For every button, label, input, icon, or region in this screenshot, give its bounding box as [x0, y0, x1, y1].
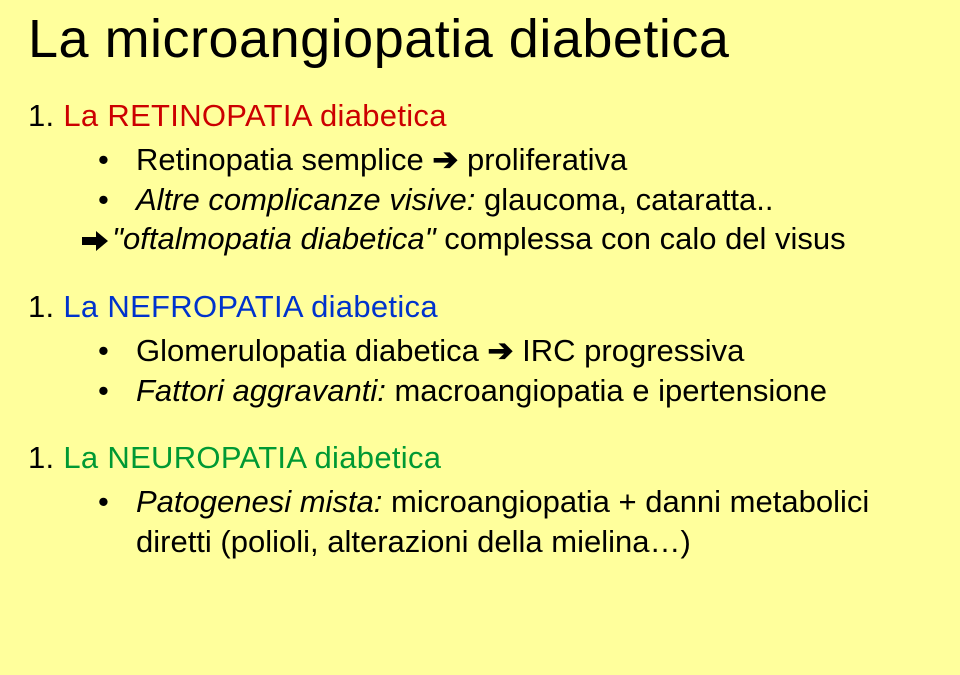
- section-number: 1.: [28, 289, 54, 324]
- bullet-text: Glomerulopatia diabetica: [136, 333, 488, 368]
- bullet-text: Retinopatia semplice: [136, 142, 432, 177]
- section-header: 1. La NEUROPATIA diabetica: [28, 440, 932, 476]
- section-name: La NEUROPATIA diabetica: [63, 440, 441, 475]
- bullet-text: macroangiopatia e ipertensione: [386, 373, 827, 408]
- bullet-text: IRC progressiva: [514, 333, 745, 368]
- section-header: 1. La NEFROPATIA diabetica: [28, 289, 932, 325]
- list-item: Glomerulopatia diabetica ➔ IRC progressi…: [28, 331, 932, 371]
- section-nefropatia: 1. La NEFROPATIA diabetica Glomerulopati…: [28, 289, 932, 410]
- arrow-icon: ➔: [488, 333, 514, 368]
- bullet-list: Glomerulopatia diabetica ➔ IRC progressi…: [28, 331, 932, 410]
- section-number: 1.: [28, 440, 54, 475]
- list-item: Fattori aggravanti: macroangiopatia e ip…: [28, 371, 932, 411]
- bullet-text: complessa con calo del visus: [436, 221, 846, 256]
- bullet-text-quoted: "oftalmopatia diabetica": [112, 221, 436, 256]
- bullet-text-italic: Altre complicanze visive:: [136, 182, 475, 217]
- slide-title: La microangiopatia diabetica: [28, 8, 932, 70]
- bullet-text-italic: Patogenesi mista:: [136, 484, 382, 519]
- bullet-text-italic: Fattori aggravanti:: [136, 373, 386, 408]
- list-item: Retinopatia semplice ➔ proliferativa: [28, 140, 932, 180]
- list-item: "oftalmopatia diabetica" complessa con c…: [28, 219, 932, 259]
- section-neuropatia: 1. La NEUROPATIA diabetica Patogenesi mi…: [28, 440, 932, 561]
- bullet-text: glaucoma, cataratta..: [475, 182, 773, 217]
- bullet-list: Patogenesi mista: microangiopatia + dann…: [28, 482, 932, 561]
- section-header: 1. La RETINOPATIA diabetica: [28, 98, 932, 134]
- section-name: La RETINOPATIA diabetica: [63, 98, 446, 133]
- bullet-list: Retinopatia semplice ➔ proliferativa Alt…: [28, 140, 932, 259]
- section-name: La NEFROPATIA diabetica: [63, 289, 437, 324]
- arrow-icon: ➔: [432, 142, 458, 177]
- bullet-text: proliferativa: [458, 142, 627, 177]
- list-item: Altre complicanze visive: glaucoma, cata…: [28, 180, 932, 220]
- arrow-icon: [82, 230, 108, 252]
- list-item: Patogenesi mista: microangiopatia + dann…: [28, 482, 932, 561]
- section-retinopatia: 1. La RETINOPATIA diabetica Retinopatia …: [28, 98, 932, 259]
- section-number: 1.: [28, 98, 54, 133]
